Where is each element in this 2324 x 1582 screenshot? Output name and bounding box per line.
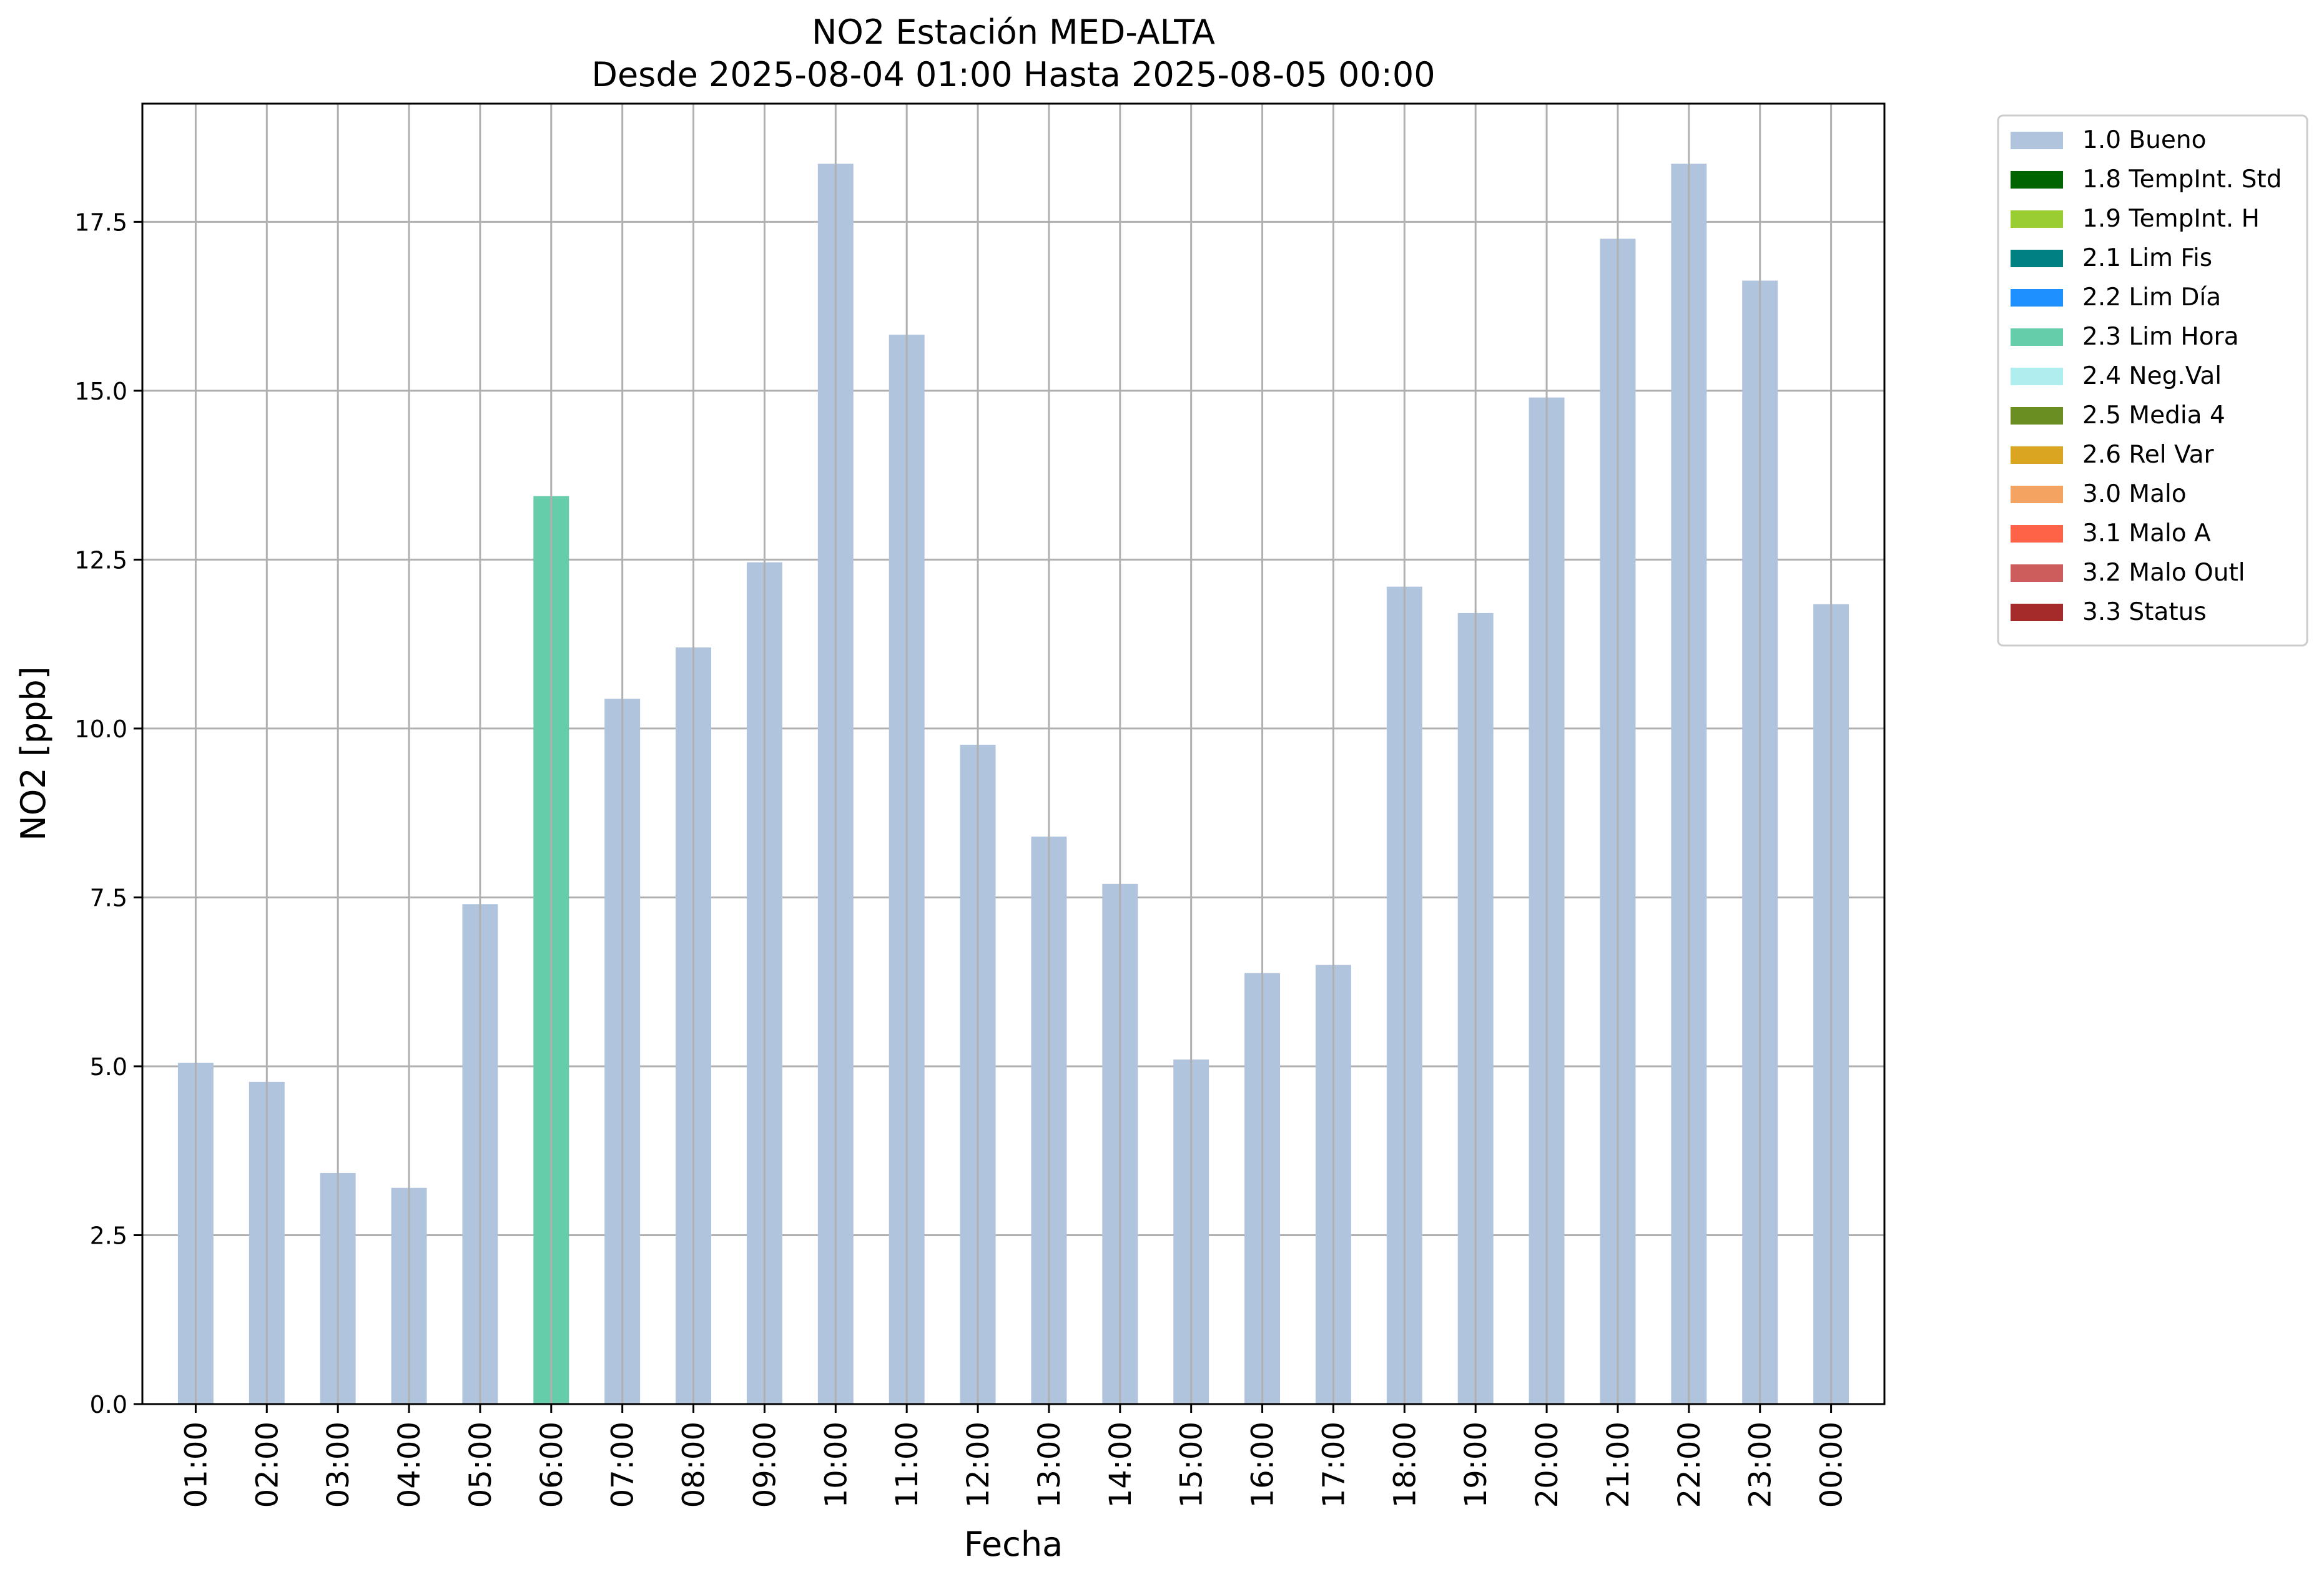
y-tick-label: 10.0	[74, 715, 127, 743]
y-tick-label: 12.5	[74, 546, 127, 574]
legend-label: 2.5 Media 4	[2082, 401, 2225, 430]
legend: 1.0 Bueno 1.8 TempInt. Std 1.9 TempInt. H 2…	[1997, 114, 2308, 647]
y-tick-label: 5.0	[90, 1053, 127, 1081]
legend-swatch	[2011, 407, 2063, 425]
legend-label: 3.1 Malo A	[2082, 519, 2211, 548]
x-tick-label: 17:00	[1316, 1422, 1351, 1508]
legend-label: 1.9 TempInt. H	[2082, 205, 2260, 233]
x-tick-label: 04:00	[392, 1422, 427, 1508]
bars	[177, 104, 1849, 1405]
legend-swatch	[2011, 446, 2063, 464]
x-tick-label: 01:00	[179, 1422, 214, 1508]
legend-label: 1.8 TempInt. Std	[2082, 165, 2282, 194]
x-tick-label: 03:00	[321, 1422, 356, 1508]
x-tick-label: 10:00	[819, 1422, 854, 1508]
legend-swatch	[2011, 525, 2063, 543]
legend-label: 3.0 Malo	[2082, 480, 2187, 508]
x-tick-label: 16:00	[1246, 1422, 1281, 1508]
y-tick-label: 17.5	[74, 209, 127, 236]
y-tick-label: 7.5	[90, 884, 127, 911]
y-tick-label: 2.5	[90, 1222, 127, 1249]
legend-label: 3.2 Malo Outl	[2082, 559, 2245, 587]
x-tick-label: 14:00	[1103, 1422, 1138, 1508]
legend-label: 1.0 Bueno	[2082, 126, 2206, 154]
x-tick-label: 12:00	[961, 1422, 996, 1508]
x-tick-label: 15:00	[1174, 1422, 1209, 1508]
y-tick-label: 0.0	[90, 1391, 127, 1418]
x-tick-label: 21:00	[1601, 1422, 1636, 1508]
chart-subtitle: Desde 2025-08-04 01:00 Hasta 2025-08-05 …	[591, 55, 1435, 94]
legend-swatch	[2011, 289, 2063, 307]
x-tick-label: 09:00	[747, 1422, 782, 1508]
x-tick-label: 08:00	[677, 1422, 712, 1508]
x-tick-label: 05:00	[463, 1422, 498, 1508]
legend-swatch	[2011, 132, 2063, 149]
x-tick-label: 11:00	[890, 1422, 925, 1508]
x-tick-label: 00:00	[1814, 1422, 1849, 1508]
y-axis: 0.0 2.5 5.0 7.5 10.0 12.5 15.0 17.5	[74, 209, 142, 1418]
legend-label: 2.1 Lim Fis	[2082, 244, 2212, 272]
legend-label: 3.3 Status	[2082, 598, 2207, 626]
legend-swatch	[2011, 604, 2063, 621]
legend-label: 2.2 Lim Día	[2082, 283, 2221, 312]
y-axis-label: NO2 [ppb]	[14, 666, 53, 840]
x-tick-label: 19:00	[1459, 1422, 1494, 1508]
x-tick-label: 18:00	[1387, 1422, 1422, 1508]
x-axis: 01:00 02:00 03:00 04:00 05:00 06:00 07:00 08:00…	[179, 1404, 1849, 1508]
legend-swatch	[2011, 368, 2063, 385]
legend-label: 2.6 Rel Var	[2082, 441, 2215, 469]
legend-box	[1997, 114, 2308, 647]
plot-frame	[141, 102, 1886, 1405]
chart-title: NO2 Estación MED-ALTA	[812, 12, 1215, 52]
y-tick-label: 15.0	[74, 378, 127, 405]
legend-swatch	[2011, 250, 2063, 267]
x-tick-label: 13:00	[1032, 1422, 1067, 1508]
legend-swatch	[2011, 210, 2063, 228]
x-tick-label: 02:00	[250, 1422, 285, 1508]
x-tick-label: 23:00	[1743, 1422, 1778, 1508]
legend-swatch	[2011, 328, 2063, 346]
x-tick-label: 07:00	[606, 1422, 641, 1508]
legend-swatch	[2011, 564, 2063, 582]
grid-lines	[142, 220, 1884, 1405]
x-tick-label: 22:00	[1672, 1422, 1707, 1508]
legend-swatch	[2011, 486, 2063, 503]
x-tick-label: 06:00	[534, 1422, 569, 1508]
x-axis-label: Fecha	[964, 1525, 1063, 1564]
legend-swatch	[2011, 171, 2063, 189]
legend-label: 2.3 Lim Hora	[2082, 323, 2239, 351]
legend-label: 2.4 Neg.Val	[2082, 362, 2222, 390]
x-tick-label: 20:00	[1530, 1422, 1565, 1508]
